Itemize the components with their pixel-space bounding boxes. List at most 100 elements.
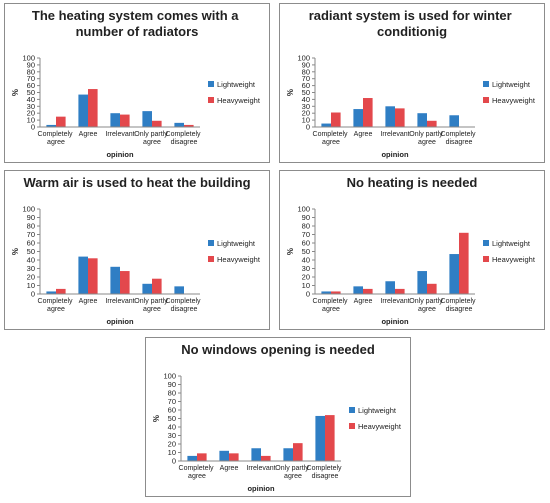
y-tick-label: 20 (27, 109, 35, 118)
y-tick-label: 50 (168, 414, 176, 423)
bar (110, 266, 120, 294)
bar (427, 120, 437, 127)
chart-title: No heating is needed (347, 175, 478, 190)
y-tick-label: 0 (306, 123, 310, 132)
y-tick-label: 40 (168, 423, 176, 432)
y-tick-label: 100 (297, 54, 310, 63)
bar (321, 123, 331, 127)
panel-border (4, 170, 270, 330)
x-axis-label: opinion (247, 484, 274, 493)
y-tick-label: 30 (27, 264, 35, 273)
bar (395, 108, 405, 127)
x-tick-label: Completely disagree (307, 465, 344, 480)
y-tick-label: 30 (302, 264, 310, 273)
chart-title: No windows opening is needed (181, 342, 375, 357)
bar (353, 109, 363, 127)
bar (261, 455, 271, 461)
x-tick-label: Irrelevant (246, 465, 275, 472)
chart-panel: No heating is needed 01020304050607080901… (279, 170, 545, 330)
legend-swatch (349, 423, 355, 429)
panel-border (279, 170, 545, 330)
legend-label: Heavyweight (217, 255, 261, 264)
bar (110, 113, 120, 127)
x-tick-label: Completely disagree (166, 298, 203, 313)
x-tick-label: Completely agree (38, 298, 75, 313)
y-axis-label: % (152, 415, 161, 422)
y-tick-label: 10 (302, 116, 310, 125)
bar (331, 291, 341, 294)
y-tick-label: 60 (27, 81, 35, 90)
bar (363, 98, 373, 127)
legend-swatch (483, 256, 489, 262)
x-tick-label: Agree (354, 131, 373, 138)
x-tick-label: Completely agree (313, 131, 350, 146)
bar (78, 94, 88, 127)
bar (120, 271, 130, 294)
bar (142, 111, 152, 127)
y-tick-label: 0 (31, 123, 35, 132)
bar (293, 443, 303, 461)
bar (46, 291, 56, 294)
y-tick-label: 100 (22, 205, 35, 214)
y-tick-label: 70 (302, 230, 310, 239)
bar (88, 258, 98, 294)
chart-panel: radiant system is used for winter condit… (279, 3, 545, 163)
legend-swatch (483, 97, 489, 103)
x-tick-label: Only partly agree (409, 131, 444, 146)
bar (321, 291, 331, 294)
y-tick-label: 90 (302, 60, 310, 69)
x-tick-label: Irrelevant (380, 131, 409, 138)
x-tick-label: Completely agree (38, 131, 75, 146)
bar (229, 453, 239, 461)
bar (174, 122, 184, 127)
bar (142, 283, 152, 294)
x-tick-label: Agree (79, 298, 98, 305)
bar (315, 415, 325, 461)
x-tick-label: Completely agree (179, 465, 216, 480)
chart-panel: No windows opening is needed 010203040506… (145, 337, 411, 497)
y-tick-label: 70 (27, 74, 35, 83)
y-tick-label: 90 (168, 380, 176, 389)
y-tick-label: 40 (302, 256, 310, 265)
y-tick-label: 0 (306, 290, 310, 299)
legend-swatch (208, 256, 214, 262)
y-tick-label: 40 (27, 256, 35, 265)
x-tick-label: Completely agree (313, 298, 350, 313)
y-tick-label: 50 (302, 247, 310, 256)
y-tick-label: 50 (27, 247, 35, 256)
panel-border (4, 3, 270, 163)
y-tick-label: 40 (302, 95, 310, 104)
y-axis-label: % (286, 89, 295, 96)
y-tick-label: 60 (302, 81, 310, 90)
bar (152, 278, 162, 294)
y-tick-label: 80 (302, 222, 310, 231)
y-tick-label: 60 (302, 239, 310, 248)
y-tick-label: 0 (31, 290, 35, 299)
bar (187, 455, 197, 461)
y-tick-label: 80 (27, 222, 35, 231)
y-tick-label: 20 (302, 273, 310, 282)
y-tick-label: 80 (168, 389, 176, 398)
chart-title: The heating system comes with a number o… (32, 8, 242, 39)
y-tick-label: 0 (172, 457, 176, 466)
x-tick-label: Completely disagree (441, 298, 478, 313)
y-tick-label: 90 (27, 213, 35, 222)
bar (363, 288, 373, 294)
y-tick-label: 30 (27, 102, 35, 111)
x-axis-label: opinion (106, 317, 133, 326)
y-tick-label: 50 (27, 88, 35, 97)
bar (331, 112, 341, 127)
y-tick-label: 90 (27, 60, 35, 69)
legend-label: Lightweight (217, 80, 256, 89)
y-tick-label: 10 (27, 281, 35, 290)
y-axis-label: % (11, 89, 20, 96)
legend-label: Lightweight (217, 239, 256, 248)
x-tick-label: Agree (79, 131, 98, 138)
x-tick-label: Irrelevant (380, 298, 409, 305)
x-axis-label: opinion (381, 317, 408, 326)
bar (395, 288, 405, 294)
legend-label: Heavyweight (358, 422, 402, 431)
y-tick-label: 20 (302, 109, 310, 118)
